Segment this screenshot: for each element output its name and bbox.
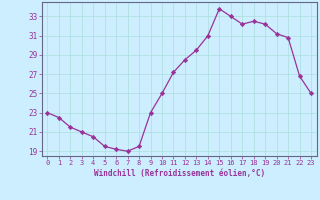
X-axis label: Windchill (Refroidissement éolien,°C): Windchill (Refroidissement éolien,°C) (94, 169, 265, 178)
